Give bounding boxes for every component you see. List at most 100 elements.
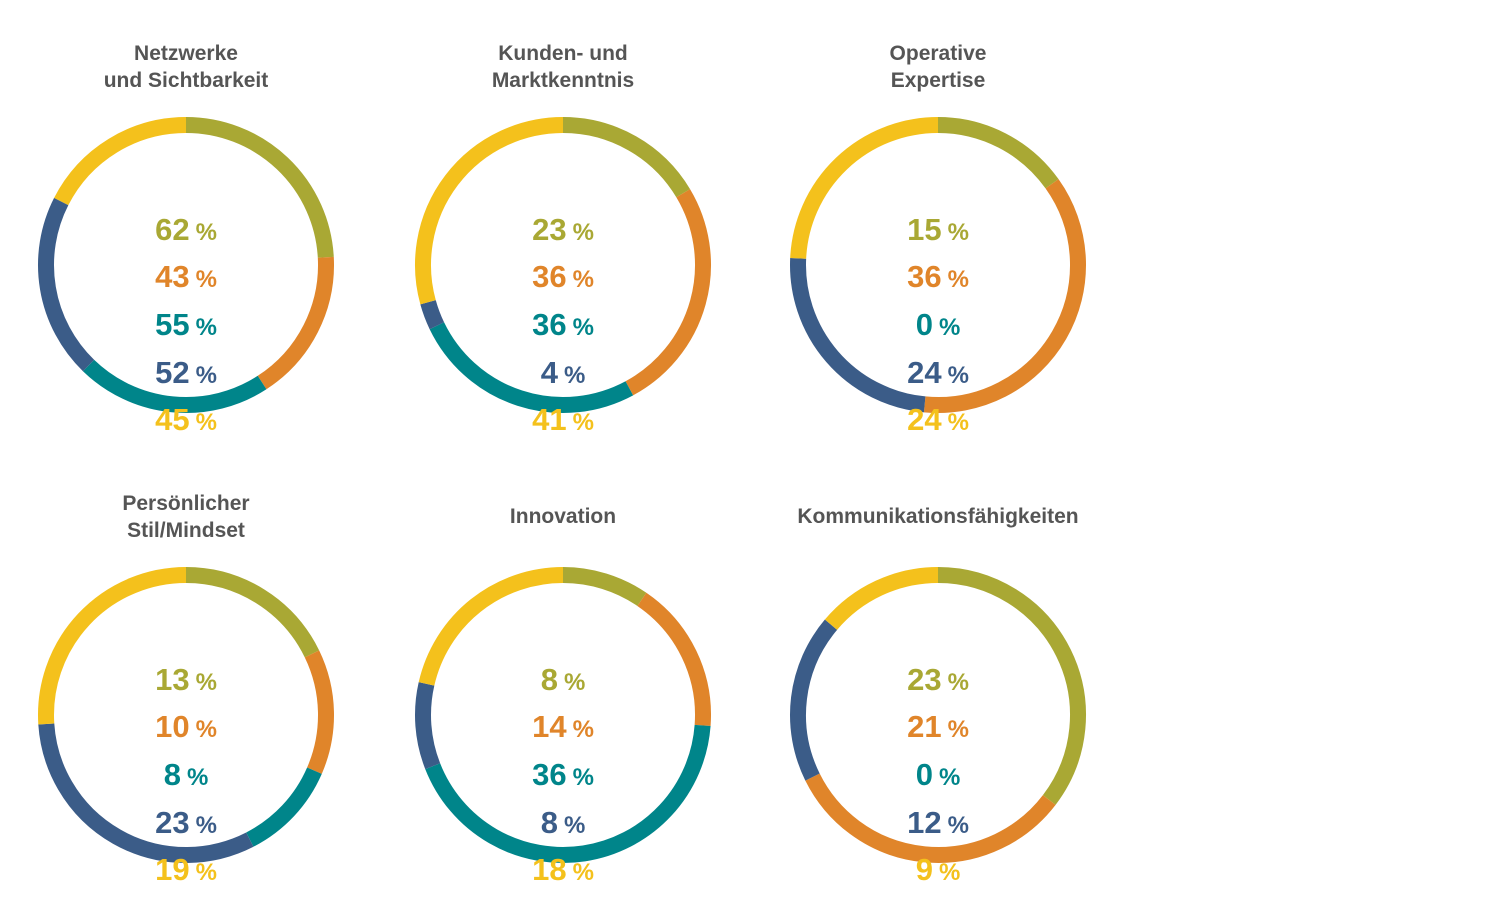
value-label: 8% (373, 806, 753, 840)
donut-segment (790, 257, 926, 413)
donut-chart-panel: Innovation 8% 14% 36% 8% 18% (373, 490, 753, 910)
value-label: 12% (748, 806, 1128, 840)
value-label: 36% (373, 308, 753, 342)
value-label: 21% (748, 710, 1128, 744)
value-unit: % (572, 859, 594, 886)
value-unit: % (186, 764, 209, 791)
value-unit: % (195, 362, 217, 389)
donut-segment (415, 682, 441, 770)
donut-segment (625, 189, 711, 396)
value-label: 43% (0, 260, 376, 294)
value-unit: % (572, 409, 594, 436)
value-label: 23% (748, 663, 1128, 697)
chart-title: Kommunikationsfähigkeiten (797, 505, 1079, 528)
chart-title: Kunden- und Marktkenntnis (491, 42, 635, 92)
value-number: 36 (532, 259, 567, 294)
value-number: 19 (155, 852, 190, 887)
donut-segment (38, 197, 95, 372)
donut-segment (257, 256, 334, 390)
value-number: 4 (540, 355, 558, 390)
value-number: 0 (915, 307, 933, 342)
value-label: 24% (748, 356, 1128, 390)
chart-title: Innovation (509, 505, 617, 528)
donut-ring (790, 117, 1086, 413)
value-number: 24 (907, 402, 942, 437)
value-number: 36 (532, 307, 567, 342)
value-number: 10 (155, 709, 190, 744)
value-unit: % (938, 314, 961, 341)
value-unit: % (572, 314, 594, 341)
value-number: 0 (915, 757, 933, 792)
value-number: 41 (532, 402, 567, 437)
donut-segment (805, 773, 1056, 863)
value-unit: % (195, 409, 217, 436)
donut-segment (38, 723, 254, 863)
chart-title: Netzwerke und Sichtbarkeit (103, 42, 269, 92)
value-label: 0% (748, 308, 1128, 342)
value-unit: % (195, 669, 217, 696)
donut-segment (923, 179, 1086, 413)
donut-segment (54, 117, 187, 206)
value-label: 10% (0, 710, 376, 744)
value-unit: % (563, 812, 586, 839)
donut-segment (637, 592, 711, 727)
value-label: 19% (0, 853, 376, 887)
value-number: 23 (155, 805, 190, 840)
value-number: 15 (907, 212, 942, 247)
donut-chart-panel: Kommunikationsfähigkeiten 23% 21% 0% 12% 9% (748, 490, 1128, 910)
value-number: 36 (907, 259, 942, 294)
value-unit: % (947, 812, 969, 839)
value-label: 9% (748, 853, 1128, 887)
value-unit: % (938, 859, 961, 886)
chart-title: Operative Expertise (889, 42, 987, 92)
donut-segment (418, 567, 564, 686)
value-unit: % (195, 716, 217, 743)
donut-segment (420, 299, 445, 330)
donut-chart-panel: Operative Expertise 15% 36% 0% 24% 24% (748, 40, 1128, 460)
value-number: 8 (540, 662, 558, 697)
value-number: 62 (155, 212, 190, 247)
value-label: 13% (0, 663, 376, 697)
donut-ring (38, 567, 334, 863)
value-label: 14% (373, 710, 753, 744)
donut-chart-panel: Persönlicher Stil/Mindset 13% 10% 8% 23% 19% (0, 490, 376, 910)
value-unit: % (572, 716, 594, 743)
value-unit: % (195, 859, 217, 886)
value-number: 43 (155, 259, 190, 294)
value-number: 14 (532, 709, 567, 744)
value-label: 0% (748, 758, 1128, 792)
value-label: 8% (373, 663, 753, 697)
donut-segment (185, 117, 334, 258)
donut-ring (38, 117, 334, 413)
value-label: 18% (373, 853, 753, 887)
value-unit: % (938, 764, 961, 791)
value-number: 52 (155, 355, 190, 390)
value-label: 23% (373, 213, 753, 247)
value-label: 23% (0, 806, 376, 840)
value-label: 15% (748, 213, 1128, 247)
value-number: 21 (907, 709, 942, 744)
value-label: 55% (0, 308, 376, 342)
value-number: 36 (532, 757, 567, 792)
value-unit: % (947, 219, 969, 246)
value-unit: % (947, 716, 969, 743)
value-label: 52% (0, 356, 376, 390)
value-label: 36% (748, 260, 1128, 294)
value-unit: % (195, 314, 217, 341)
value-label: 41% (373, 403, 753, 437)
value-number: 8 (163, 757, 181, 792)
donut-segment (415, 117, 564, 305)
donut-segment (185, 567, 320, 658)
value-number: 23 (532, 212, 567, 247)
value-unit: % (572, 266, 594, 293)
value-label: 8% (0, 758, 376, 792)
donut-segment (82, 359, 267, 413)
chart-title: Persönlicher Stil/Mindset (122, 492, 250, 542)
value-label: 24% (748, 403, 1128, 437)
donut-segment (790, 619, 838, 781)
donut-chart-panel: Netzwerke und Sichtbarkeit 62% 43% 55% 52% 45… (0, 40, 376, 460)
value-label: 4% (373, 356, 753, 390)
donut-segment (790, 117, 939, 259)
value-number: 55 (155, 307, 190, 342)
value-unit: % (572, 219, 594, 246)
